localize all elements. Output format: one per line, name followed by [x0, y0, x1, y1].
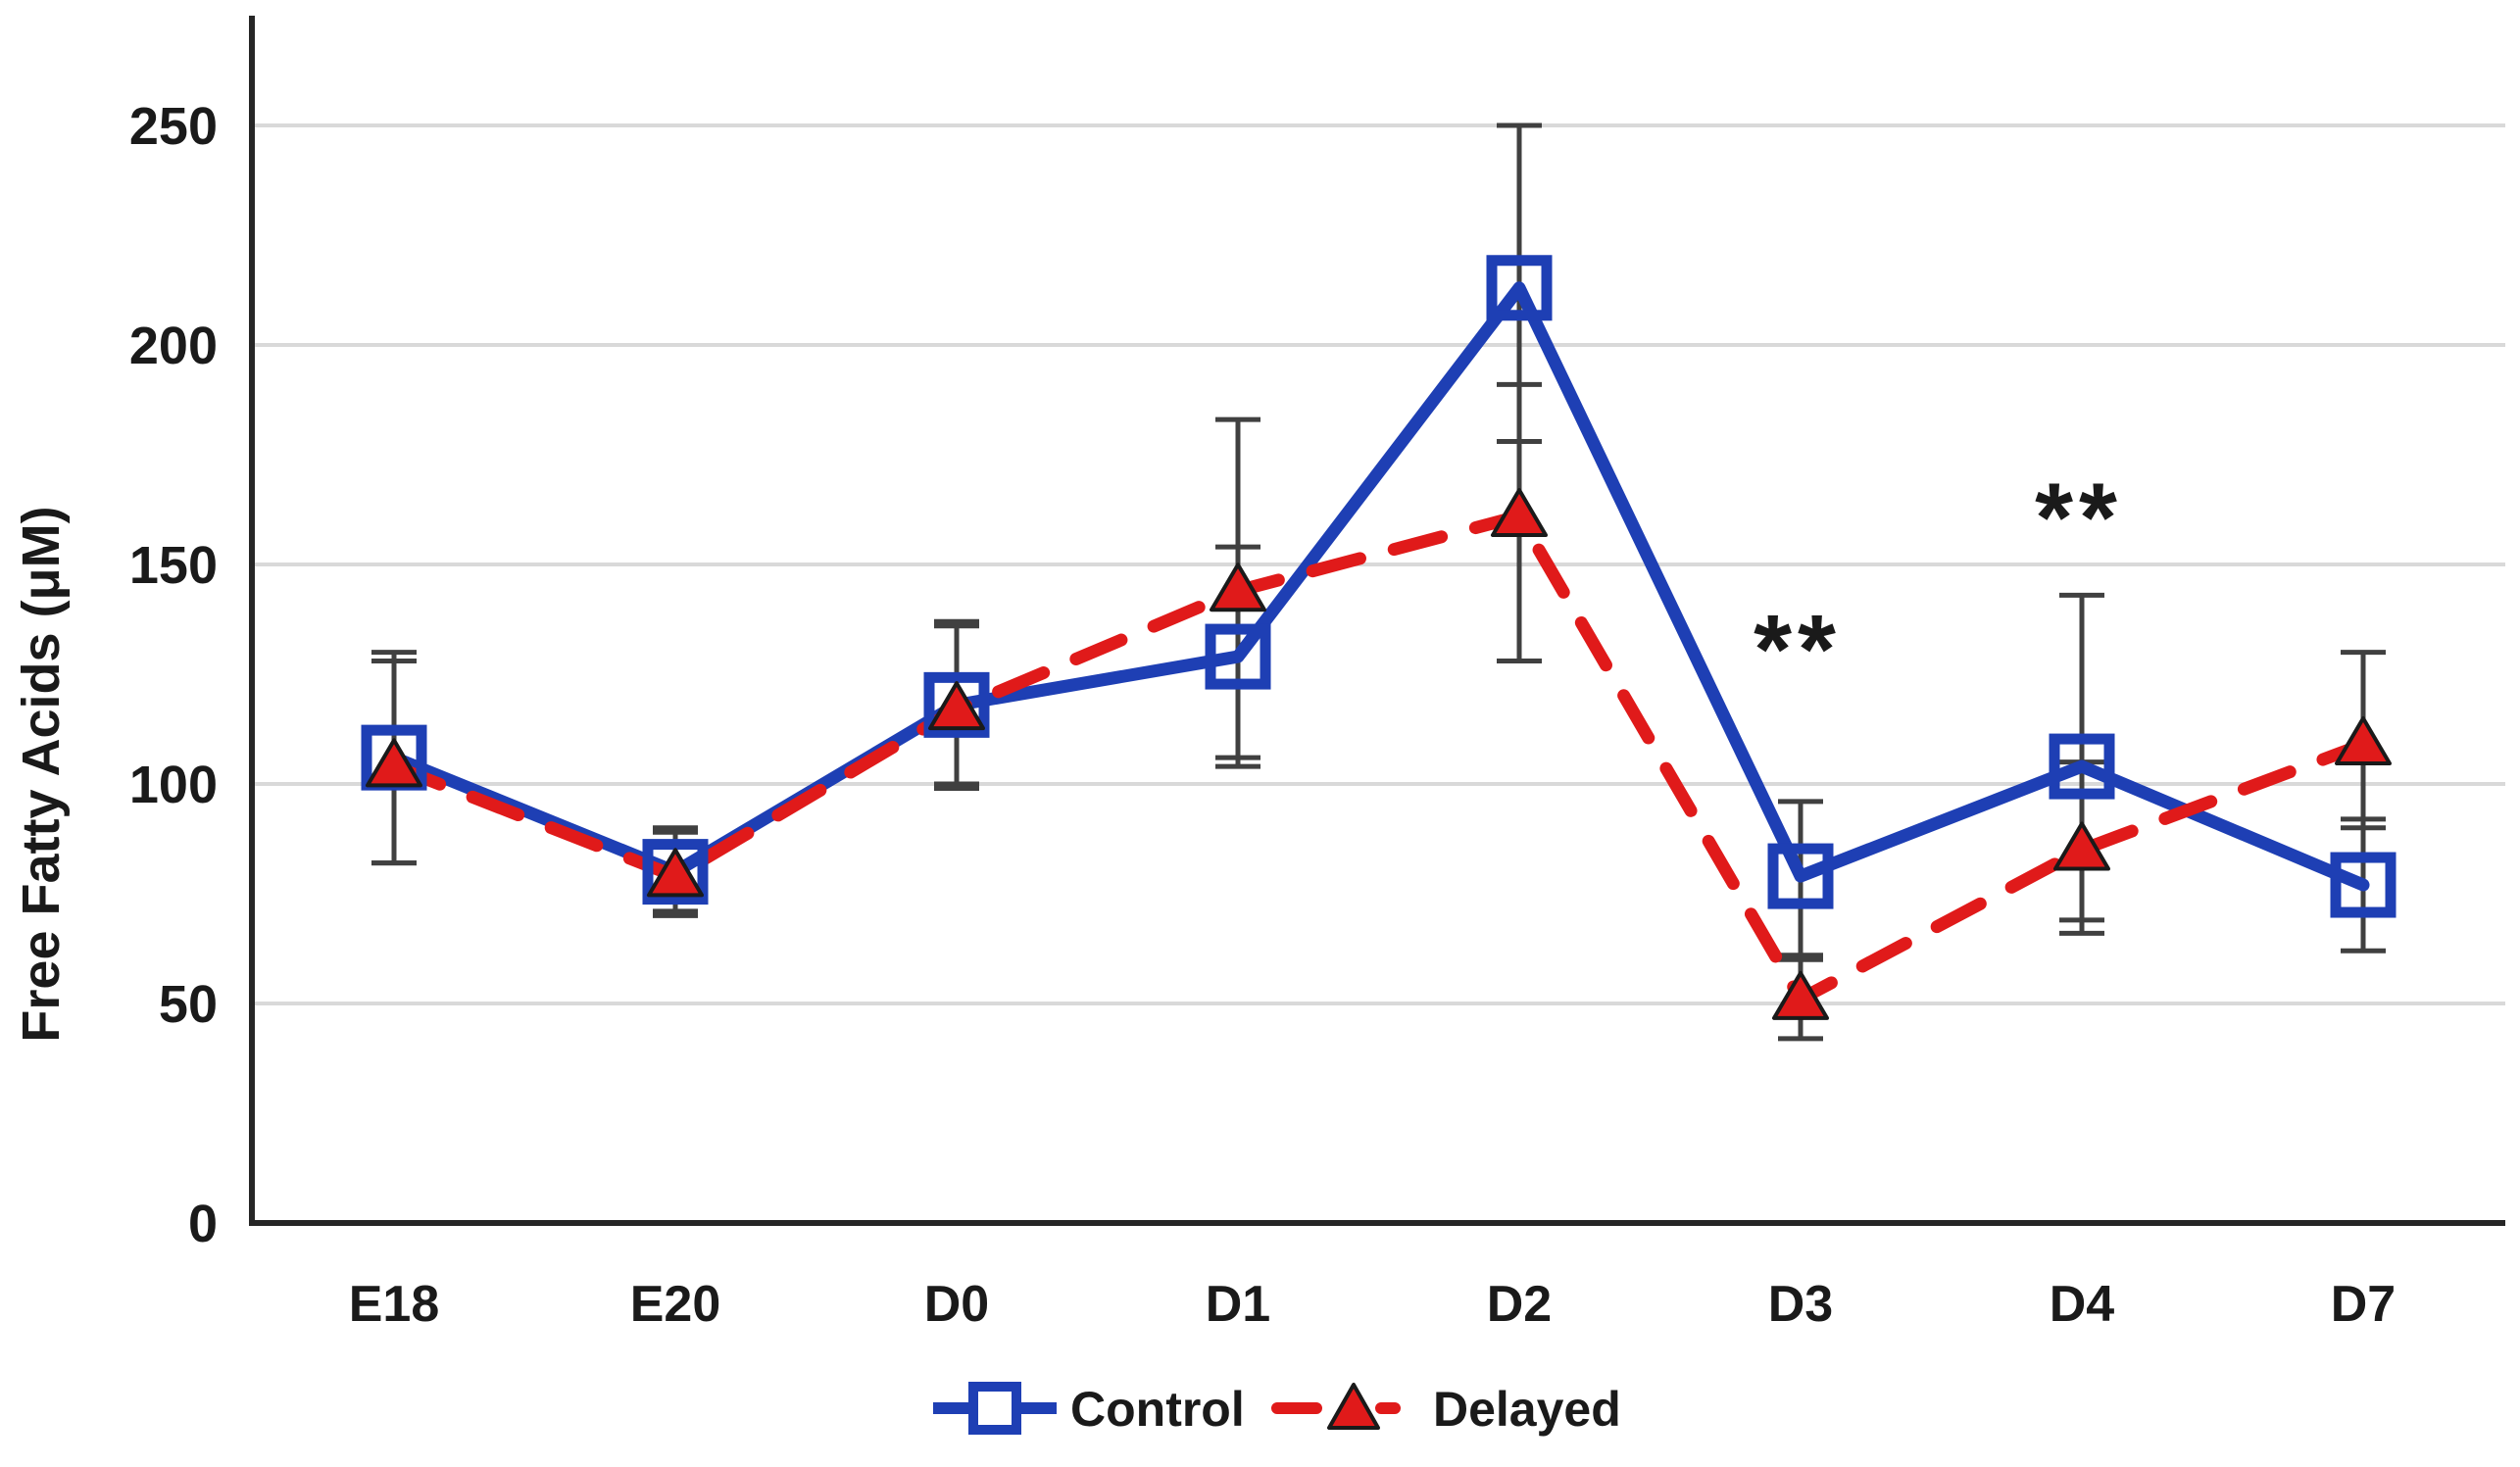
y-tick-label: 0: [188, 1195, 218, 1253]
legend-delayed-triangle-swatch: [1327, 1383, 1380, 1430]
marker-control-square: [923, 671, 990, 738]
x-category-label: D4: [2050, 1276, 2115, 1333]
marker-delayed-triangle: [2053, 821, 2110, 871]
y-tick-label: 100: [129, 756, 218, 814]
x-axis-category-labels: E18 E20 D0 D1 D2 D3 D4 D7: [349, 1276, 2396, 1333]
marker-control-square: [2049, 733, 2115, 800]
marker-control-square: [642, 839, 709, 905]
x-category-label: E18: [349, 1276, 440, 1333]
x-category-label: D1: [1206, 1276, 1270, 1333]
x-category-label: D7: [2331, 1276, 2396, 1333]
marker-control-square: [1205, 623, 1271, 690]
marker-delayed-triangle: [2335, 716, 2392, 765]
marker-delayed-triangle: [366, 738, 422, 788]
legend-label-control: Control: [1070, 1382, 1245, 1437]
markers-control: [361, 255, 2396, 918]
gridlines: [252, 123, 2505, 1005]
marker-delayed-triangle: [1772, 970, 1829, 1020]
y-tick-label: 150: [129, 536, 218, 595]
y-axis-tick-labels: 0 50 100 150 200 250: [129, 97, 218, 1253]
legend-label-delayed: Delayed: [1433, 1382, 1621, 1437]
marker-delayed-triangle: [928, 681, 985, 731]
marker-delayed-triangle: [1491, 488, 1548, 538]
axes: [249, 16, 2505, 1226]
legend-control-square-swatch: [968, 1382, 1021, 1435]
x-category-label: D3: [1768, 1276, 1833, 1333]
series-line-delayed: [387, 510, 2370, 1006]
marker-delayed-triangle: [647, 848, 704, 898]
significance-marker: **: [1754, 595, 1842, 705]
marker-control-square: [2330, 852, 2396, 918]
y-tick-label: 50: [159, 975, 218, 1034]
y-tick-label: 200: [129, 317, 218, 375]
legend: Control Delayed: [933, 1382, 1621, 1437]
x-category-label: D2: [1487, 1276, 1552, 1333]
significance-marker: **: [2035, 464, 2123, 573]
marker-control-square: [1486, 255, 1553, 321]
marker-control-square: [1767, 843, 1834, 909]
x-category-label: E20: [630, 1276, 721, 1333]
markers-delayed: [366, 488, 2392, 1020]
y-axis-title: Free Fatty Acids (μM): [12, 506, 71, 1042]
marker-delayed-triangle: [1210, 562, 1266, 612]
y-tick-label: 250: [129, 97, 218, 156]
x-category-label: D0: [924, 1276, 989, 1333]
